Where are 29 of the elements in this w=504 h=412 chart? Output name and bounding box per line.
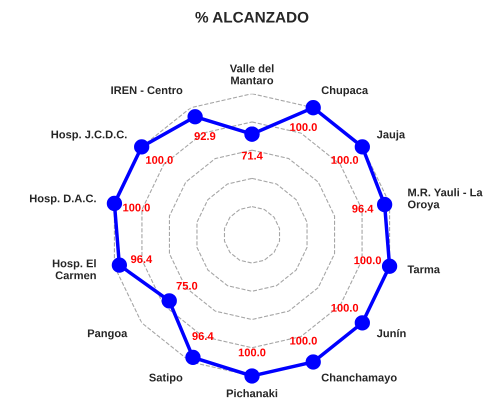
spoke-label: Valle del Mantaro xyxy=(230,64,274,84)
text: 100.0 xyxy=(146,156,173,164)
text: 100.0 xyxy=(331,156,358,164)
text: 100.0 xyxy=(354,256,382,264)
spoke-label: Junín xyxy=(376,328,406,338)
spoke-label: Jauja xyxy=(376,130,406,141)
spoke-label: Chupaca xyxy=(322,86,368,96)
spoke-label: Satipo xyxy=(149,373,182,384)
spoke-label: Hosp. El Carmen xyxy=(52,259,96,280)
text: 100.0 xyxy=(123,204,150,212)
spoke-label: Pangoa xyxy=(88,329,128,340)
text: 96.4 xyxy=(352,204,374,213)
spoke-label: IREN - Centro xyxy=(111,86,182,94)
text: 71.4 xyxy=(242,152,263,160)
spoke-label: Chanchamayo xyxy=(322,373,397,384)
chart-title: % ALCANZADO xyxy=(195,12,308,23)
spoke-label: Hosp. J.C.D.C. xyxy=(52,130,127,141)
text: 96.4 xyxy=(192,332,214,340)
text: 100.0 xyxy=(331,304,358,312)
text: 100.0 xyxy=(238,348,266,356)
text: 75.0 xyxy=(176,282,198,290)
spoke-label: Hosp. D.A.C. xyxy=(30,194,96,205)
text: 100.0 xyxy=(290,123,317,132)
spoke-label: M.R. Yauli - La Oroya xyxy=(408,188,483,211)
spoke-label: Pichanaki xyxy=(226,389,278,398)
text: 96.4 xyxy=(130,255,152,264)
text: 92.9 xyxy=(194,132,216,140)
spoke-label: Tarma xyxy=(408,266,440,274)
text: 100.0 xyxy=(290,336,317,345)
